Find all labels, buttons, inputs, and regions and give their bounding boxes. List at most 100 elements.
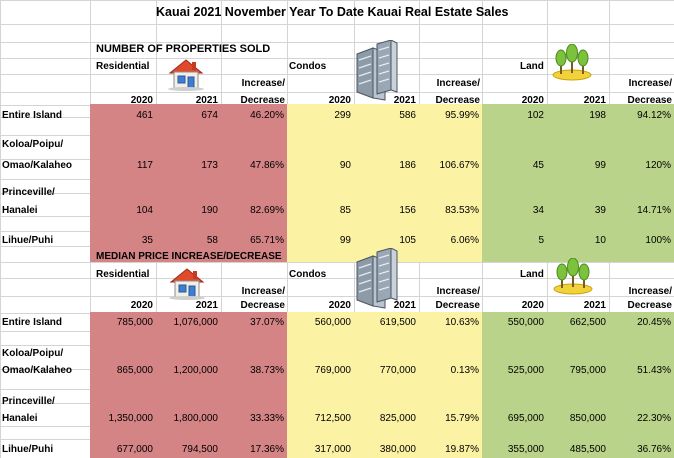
res-value: 65.71% [250, 235, 284, 246]
con-value: 586 [399, 110, 416, 121]
res-value: 104 [136, 205, 153, 216]
median-land-band [482, 312, 674, 458]
res-value: 1,800,000 [173, 413, 219, 424]
decrease-label: Decrease [240, 300, 285, 311]
land-value: 795,000 [569, 365, 606, 376]
increase-label: Increase/ [628, 286, 672, 297]
land-value: 99 [594, 160, 606, 171]
area-label: Princeville/ [2, 187, 55, 198]
con-value: 19.87% [445, 444, 479, 455]
sold-condos-band [287, 104, 482, 262]
increase-label: Increase/ [436, 78, 480, 89]
trees-icon [552, 257, 594, 299]
increase-label: Increase/ [241, 78, 285, 89]
land-value: 525,000 [507, 365, 544, 376]
con-value: 156 [399, 205, 416, 216]
decrease-label: Decrease [435, 95, 480, 106]
land-value: 45 [532, 160, 544, 171]
res-value: 33.33% [250, 413, 284, 424]
land-value: 695,000 [507, 413, 544, 424]
land-value: 20.45% [637, 317, 671, 328]
res-value: 117 [137, 160, 153, 171]
con-value: 380,000 [379, 444, 416, 455]
decrease-label: Decrease [627, 300, 672, 311]
res-value: 461 [136, 110, 153, 121]
con-value: 0.13% [450, 365, 479, 376]
increase-label: Increase/ [241, 286, 285, 297]
year-2021-label: 2021 [583, 300, 606, 311]
trees-icon [551, 43, 593, 85]
area-label: Hanalei [2, 413, 38, 424]
land-value: 10 [594, 235, 606, 246]
con-value: 99 [339, 235, 351, 246]
res-value: 1,200,000 [173, 365, 219, 376]
house-icon [166, 57, 206, 94]
category-land: Land [520, 61, 544, 72]
house-icon [167, 266, 207, 303]
con-value: 90 [339, 160, 351, 171]
con-value: 106.67% [439, 160, 479, 171]
res-value: 1,076,000 [173, 317, 219, 328]
res-value: 865,000 [116, 365, 153, 376]
area-label: Lihue/Puhi [2, 444, 54, 455]
con-value: 769,000 [314, 365, 351, 376]
land-value: 198 [589, 110, 606, 121]
land-value: 22.30% [637, 413, 671, 424]
section-heading: MEDIAN PRICE INCREASE/DECREASE [96, 251, 282, 262]
land-value: 94.12% [637, 110, 671, 121]
area-label: Hanalei [2, 205, 38, 216]
year-2020-label: 2020 [328, 95, 351, 106]
year-2020-label: 2020 [130, 300, 153, 311]
median-residential-band [90, 312, 287, 458]
category-residential: Residential [96, 61, 150, 72]
category-condos: Condos [289, 61, 327, 72]
res-value: 1,350,000 [108, 413, 154, 424]
land-value: 100% [645, 235, 671, 246]
res-value: 674 [201, 110, 218, 121]
land-value: 14.71% [637, 205, 671, 216]
land-value: 39 [594, 205, 606, 216]
year-2020-label: 2020 [328, 300, 351, 311]
decrease-label: Decrease [240, 95, 285, 106]
land-value: 34 [532, 205, 544, 216]
page-title: Kauai 2021 November Year To Date Kauai R… [156, 5, 509, 19]
median-condos-band [287, 312, 482, 458]
year-2021-label: 2021 [195, 300, 218, 311]
year-2020-label: 2020 [521, 300, 544, 311]
con-value: 10.63% [445, 317, 479, 328]
res-value: 46.20% [250, 110, 284, 121]
land-value: 5 [538, 235, 544, 246]
res-value: 82.69% [250, 205, 284, 216]
res-value: 677,000 [116, 444, 153, 455]
res-value: 173 [201, 160, 218, 171]
increase-label: Increase/ [628, 78, 672, 89]
section-heading: NUMBER OF PROPERTIES SOLD [96, 43, 271, 55]
land-value: 36.76% [637, 444, 671, 455]
con-value: 712,500 [314, 413, 351, 424]
land-value: 355,000 [507, 444, 544, 455]
con-value: 95.99% [445, 110, 479, 121]
year-2021-label: 2021 [393, 300, 416, 311]
con-value: 186 [399, 160, 416, 171]
area-label: Entire Island [2, 110, 63, 121]
con-value: 105 [399, 235, 416, 246]
category-land: Land [520, 269, 544, 280]
con-value: 317,000 [314, 444, 351, 455]
building-icon [353, 247, 399, 313]
res-value: 35 [141, 235, 153, 246]
area-label: Lihue/Puhi [2, 235, 54, 246]
area-label: Entire Island [2, 317, 63, 328]
decrease-label: Decrease [627, 95, 672, 106]
res-value: 58 [206, 235, 218, 246]
con-value: 619,500 [379, 317, 416, 328]
sold-land-band [482, 104, 674, 262]
building-icon [353, 39, 399, 105]
con-value: 85 [339, 205, 351, 216]
category-residential: Residential [96, 269, 150, 280]
land-value: 102 [527, 110, 544, 121]
land-value: 120% [645, 160, 671, 171]
con-value: 6.06% [450, 235, 479, 246]
con-value: 770,000 [379, 365, 416, 376]
year-2021-label: 2021 [393, 95, 416, 106]
year-2020-label: 2020 [130, 95, 153, 106]
